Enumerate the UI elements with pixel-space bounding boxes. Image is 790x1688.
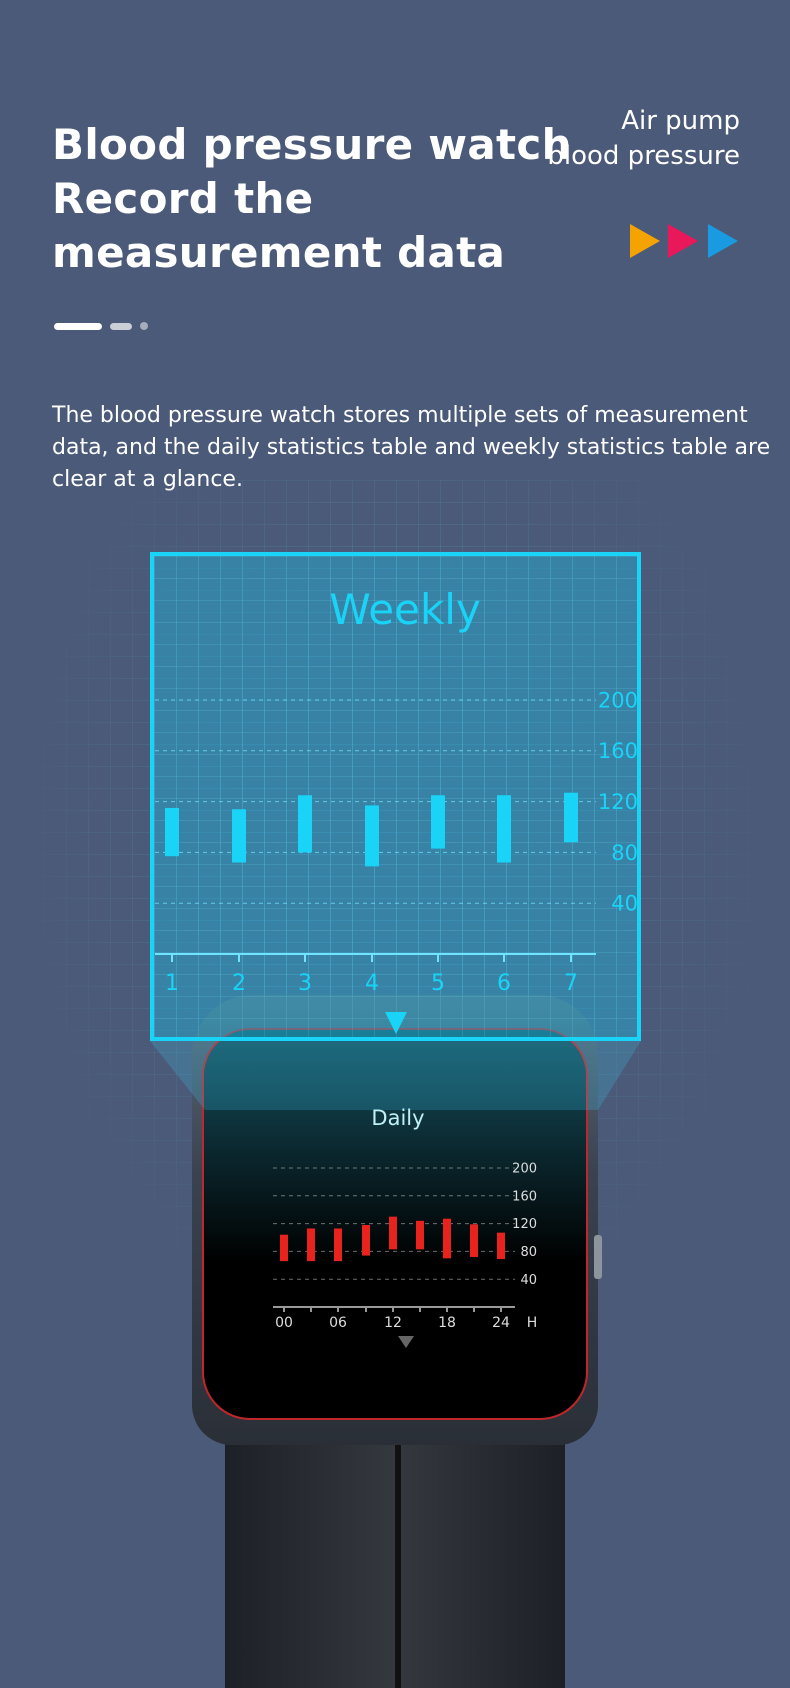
y-tick-label: 120 — [598, 790, 638, 814]
x-tick-label: 1 — [165, 971, 179, 996]
x-tick-label: 06 — [329, 1315, 347, 1331]
bar-2 — [232, 809, 246, 863]
title-line: measurement data — [52, 228, 506, 277]
weekly-chart-title: Weekly — [329, 585, 481, 634]
bar-09 — [362, 1224, 370, 1256]
carousel-dot[interactable] — [140, 322, 148, 330]
x-tick-label: 24 — [492, 1315, 510, 1331]
bar-18 — [443, 1218, 451, 1259]
bar-06 — [334, 1228, 342, 1262]
subtitle-line: blood pressure — [547, 141, 740, 171]
carousel-dot[interactable] — [110, 322, 132, 330]
bar-03 — [307, 1228, 315, 1262]
x-tick-label: 7 — [564, 971, 578, 996]
bar-7 — [564, 792, 578, 843]
x-unit-label: H — [527, 1315, 538, 1331]
play-arrow-icon — [668, 224, 698, 258]
subtitle: Air pump blood pressure — [547, 104, 740, 174]
title-line: Blood pressure watch — [52, 120, 572, 169]
y-tick-label: 80 — [611, 841, 638, 865]
weekly-chart-panel — [150, 552, 641, 1041]
y-tick-label: 40 — [520, 1273, 537, 1288]
play-arrow-icon — [630, 224, 660, 258]
x-tick-label: 6 — [497, 971, 511, 996]
x-tick-label: 5 — [431, 971, 445, 996]
daily-chart-title: Daily — [371, 1106, 424, 1130]
bar-6 — [497, 795, 511, 863]
bar-5 — [431, 795, 445, 849]
triangle-down-icon — [398, 1336, 414, 1348]
strap-groove — [395, 1420, 401, 1688]
x-tick-label: 18 — [438, 1315, 456, 1331]
x-tick-label: 3 — [298, 971, 312, 996]
description: The blood pressure watch stores multiple… — [52, 403, 771, 492]
page-title: Blood pressure watch Record the measurem… — [52, 118, 572, 280]
y-tick-label: 200 — [598, 688, 638, 712]
triangle-down-icon — [385, 1012, 407, 1034]
y-tick-label: 200 — [512, 1162, 537, 1177]
play-arrow-icon — [708, 224, 738, 258]
y-tick-label: 80 — [520, 1245, 537, 1260]
watch-crown-button — [594, 1235, 602, 1279]
y-tick-label: 40 — [611, 892, 638, 916]
bar-21 — [470, 1224, 478, 1257]
bar-3 — [298, 795, 312, 853]
x-tick-label: 4 — [365, 971, 379, 996]
y-tick-label: 160 — [512, 1189, 537, 1204]
x-tick-label: 00 — [275, 1315, 293, 1331]
y-tick-label: 160 — [598, 739, 638, 763]
bar-12 — [389, 1216, 397, 1250]
x-tick-label: 12 — [384, 1315, 402, 1331]
x-tick-label: 2 — [232, 971, 246, 996]
bar-1 — [165, 807, 179, 857]
carousel-dot-active[interactable] — [54, 322, 102, 330]
title-line: Record the — [52, 174, 314, 223]
subtitle-line: Air pump — [621, 106, 740, 136]
bar-4 — [365, 805, 379, 867]
bar-24 — [497, 1232, 505, 1260]
bar-00 — [280, 1234, 288, 1262]
carousel-indicator — [54, 322, 148, 330]
y-tick-label: 120 — [512, 1217, 537, 1232]
bar-15 — [416, 1220, 424, 1250]
